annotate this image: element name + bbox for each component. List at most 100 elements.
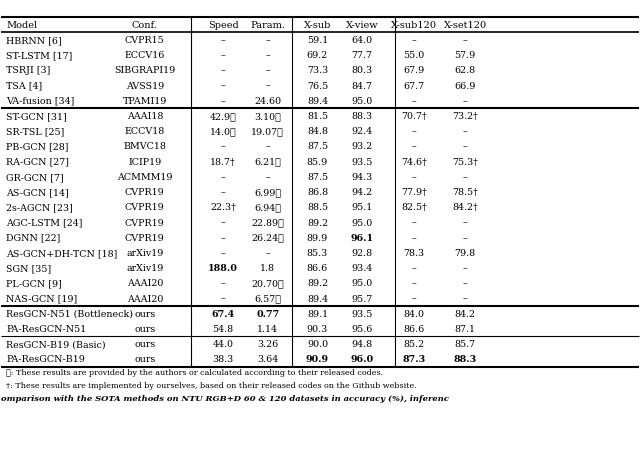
Text: –: –	[463, 36, 468, 45]
Text: TSA [4]: TSA [4]	[6, 81, 43, 90]
Text: 70.7†: 70.7†	[401, 112, 427, 121]
Text: BMVC18: BMVC18	[124, 142, 166, 151]
Text: 96.1: 96.1	[351, 233, 374, 242]
Text: AGC-LSTM [24]: AGC-LSTM [24]	[6, 218, 83, 227]
Text: NAS-GCN [19]: NAS-GCN [19]	[6, 294, 77, 303]
Text: 6.57★: 6.57★	[254, 294, 281, 303]
Text: 93.4: 93.4	[351, 263, 372, 273]
Text: ours: ours	[134, 355, 156, 364]
Text: 76.5: 76.5	[307, 81, 328, 90]
Text: TSRJI [3]: TSRJI [3]	[6, 66, 51, 75]
Text: 6.94★: 6.94★	[254, 203, 281, 212]
Text: ECCV18: ECCV18	[125, 127, 165, 136]
Text: –: –	[412, 279, 417, 288]
Text: X-sub: X-sub	[304, 20, 331, 30]
Text: –: –	[266, 249, 270, 257]
Text: 3.26: 3.26	[257, 339, 278, 349]
Text: –: –	[221, 96, 225, 106]
Text: 64.0: 64.0	[351, 36, 372, 45]
Text: RA-GCN [27]: RA-GCN [27]	[6, 157, 70, 166]
Text: 62.8: 62.8	[455, 66, 476, 75]
Text: AAAI18: AAAI18	[127, 112, 163, 121]
Text: 0.77: 0.77	[256, 309, 280, 318]
Text: Conf.: Conf.	[132, 20, 157, 30]
Text: 85.9: 85.9	[307, 157, 328, 166]
Text: 14.0★: 14.0★	[210, 127, 237, 136]
Text: 95.0: 95.0	[351, 279, 372, 288]
Text: 95.7: 95.7	[351, 294, 372, 303]
Text: 57.9: 57.9	[454, 51, 476, 60]
Text: –: –	[221, 188, 225, 197]
Text: –: –	[221, 233, 225, 242]
Text: ours: ours	[134, 325, 156, 333]
Text: SR-TSL [25]: SR-TSL [25]	[6, 127, 65, 136]
Text: –: –	[266, 142, 270, 151]
Text: 20.70★: 20.70★	[252, 279, 284, 288]
Text: –: –	[221, 142, 225, 151]
Text: 75.3†: 75.3†	[452, 157, 478, 166]
Text: –: –	[463, 96, 468, 106]
Text: X-set120: X-set120	[444, 20, 487, 30]
Text: 89.1: 89.1	[307, 309, 328, 318]
Text: 81.5: 81.5	[307, 112, 328, 121]
Text: 44.0: 44.0	[212, 339, 234, 349]
Text: CVPR19: CVPR19	[125, 203, 164, 212]
Text: 67.9: 67.9	[404, 66, 425, 75]
Text: ICIP19: ICIP19	[128, 157, 161, 166]
Text: 42.9★: 42.9★	[210, 112, 237, 121]
Text: ResGCN-B19 (Basic): ResGCN-B19 (Basic)	[6, 339, 106, 349]
Text: 6.99★: 6.99★	[254, 188, 282, 197]
Text: ACMMM19: ACMMM19	[117, 173, 173, 181]
Text: GR-GCN [7]: GR-GCN [7]	[6, 173, 64, 181]
Text: –: –	[221, 173, 225, 181]
Text: 89.9: 89.9	[307, 233, 328, 242]
Text: –: –	[266, 81, 270, 90]
Text: arXiv19: arXiv19	[126, 263, 163, 273]
Text: –: –	[463, 127, 468, 136]
Text: 87.3: 87.3	[403, 355, 426, 364]
Text: 73.3: 73.3	[307, 66, 328, 75]
Text: 87.1: 87.1	[455, 325, 476, 333]
Text: 90.0: 90.0	[307, 339, 328, 349]
Text: 87.5: 87.5	[307, 142, 328, 151]
Text: CVPR15: CVPR15	[125, 36, 164, 45]
Text: 55.0: 55.0	[404, 51, 425, 60]
Text: TPAMI19: TPAMI19	[123, 96, 167, 106]
Text: 3.64: 3.64	[257, 355, 278, 364]
Text: 92.4: 92.4	[351, 127, 372, 136]
Text: 88.3: 88.3	[351, 112, 372, 121]
Text: –: –	[463, 233, 468, 242]
Text: –: –	[463, 294, 468, 303]
Text: –: –	[412, 233, 417, 242]
Text: 2s-AGCN [23]: 2s-AGCN [23]	[6, 203, 74, 212]
Text: 84.0: 84.0	[404, 309, 425, 318]
Text: 84.8: 84.8	[307, 127, 328, 136]
Text: 95.6: 95.6	[351, 325, 372, 333]
Text: ST-LSTM [17]: ST-LSTM [17]	[6, 51, 73, 60]
Text: –: –	[221, 66, 225, 75]
Text: AAAI20: AAAI20	[127, 279, 163, 288]
Text: AS-GCN [14]: AS-GCN [14]	[6, 188, 69, 197]
Text: 94.3: 94.3	[351, 173, 372, 181]
Text: †: These results are implemented by ourselves, based on their released codes on : †: These results are implemented by ours…	[6, 381, 417, 389]
Text: AS-GCN+DH-TCN [18]: AS-GCN+DH-TCN [18]	[6, 249, 118, 257]
Text: 84.7: 84.7	[351, 81, 372, 90]
Text: 6.21★: 6.21★	[254, 157, 281, 166]
Text: VA-fusion [34]: VA-fusion [34]	[6, 96, 75, 106]
Text: –: –	[266, 66, 270, 75]
Text: –: –	[221, 81, 225, 90]
Text: 38.3: 38.3	[212, 355, 234, 364]
Text: 92.8: 92.8	[351, 249, 372, 257]
Text: 54.8: 54.8	[212, 325, 234, 333]
Text: 188.0: 188.0	[208, 263, 238, 273]
Text: –: –	[412, 263, 417, 273]
Text: 86.6: 86.6	[307, 263, 328, 273]
Text: 74.6†: 74.6†	[401, 157, 427, 166]
Text: PB-GCN [28]: PB-GCN [28]	[6, 142, 69, 151]
Text: –: –	[221, 294, 225, 303]
Text: 84.2: 84.2	[455, 309, 476, 318]
Text: 77.7: 77.7	[351, 51, 372, 60]
Text: X-view: X-view	[346, 20, 378, 30]
Text: 22.3†: 22.3†	[211, 203, 236, 212]
Text: 80.3: 80.3	[351, 66, 372, 75]
